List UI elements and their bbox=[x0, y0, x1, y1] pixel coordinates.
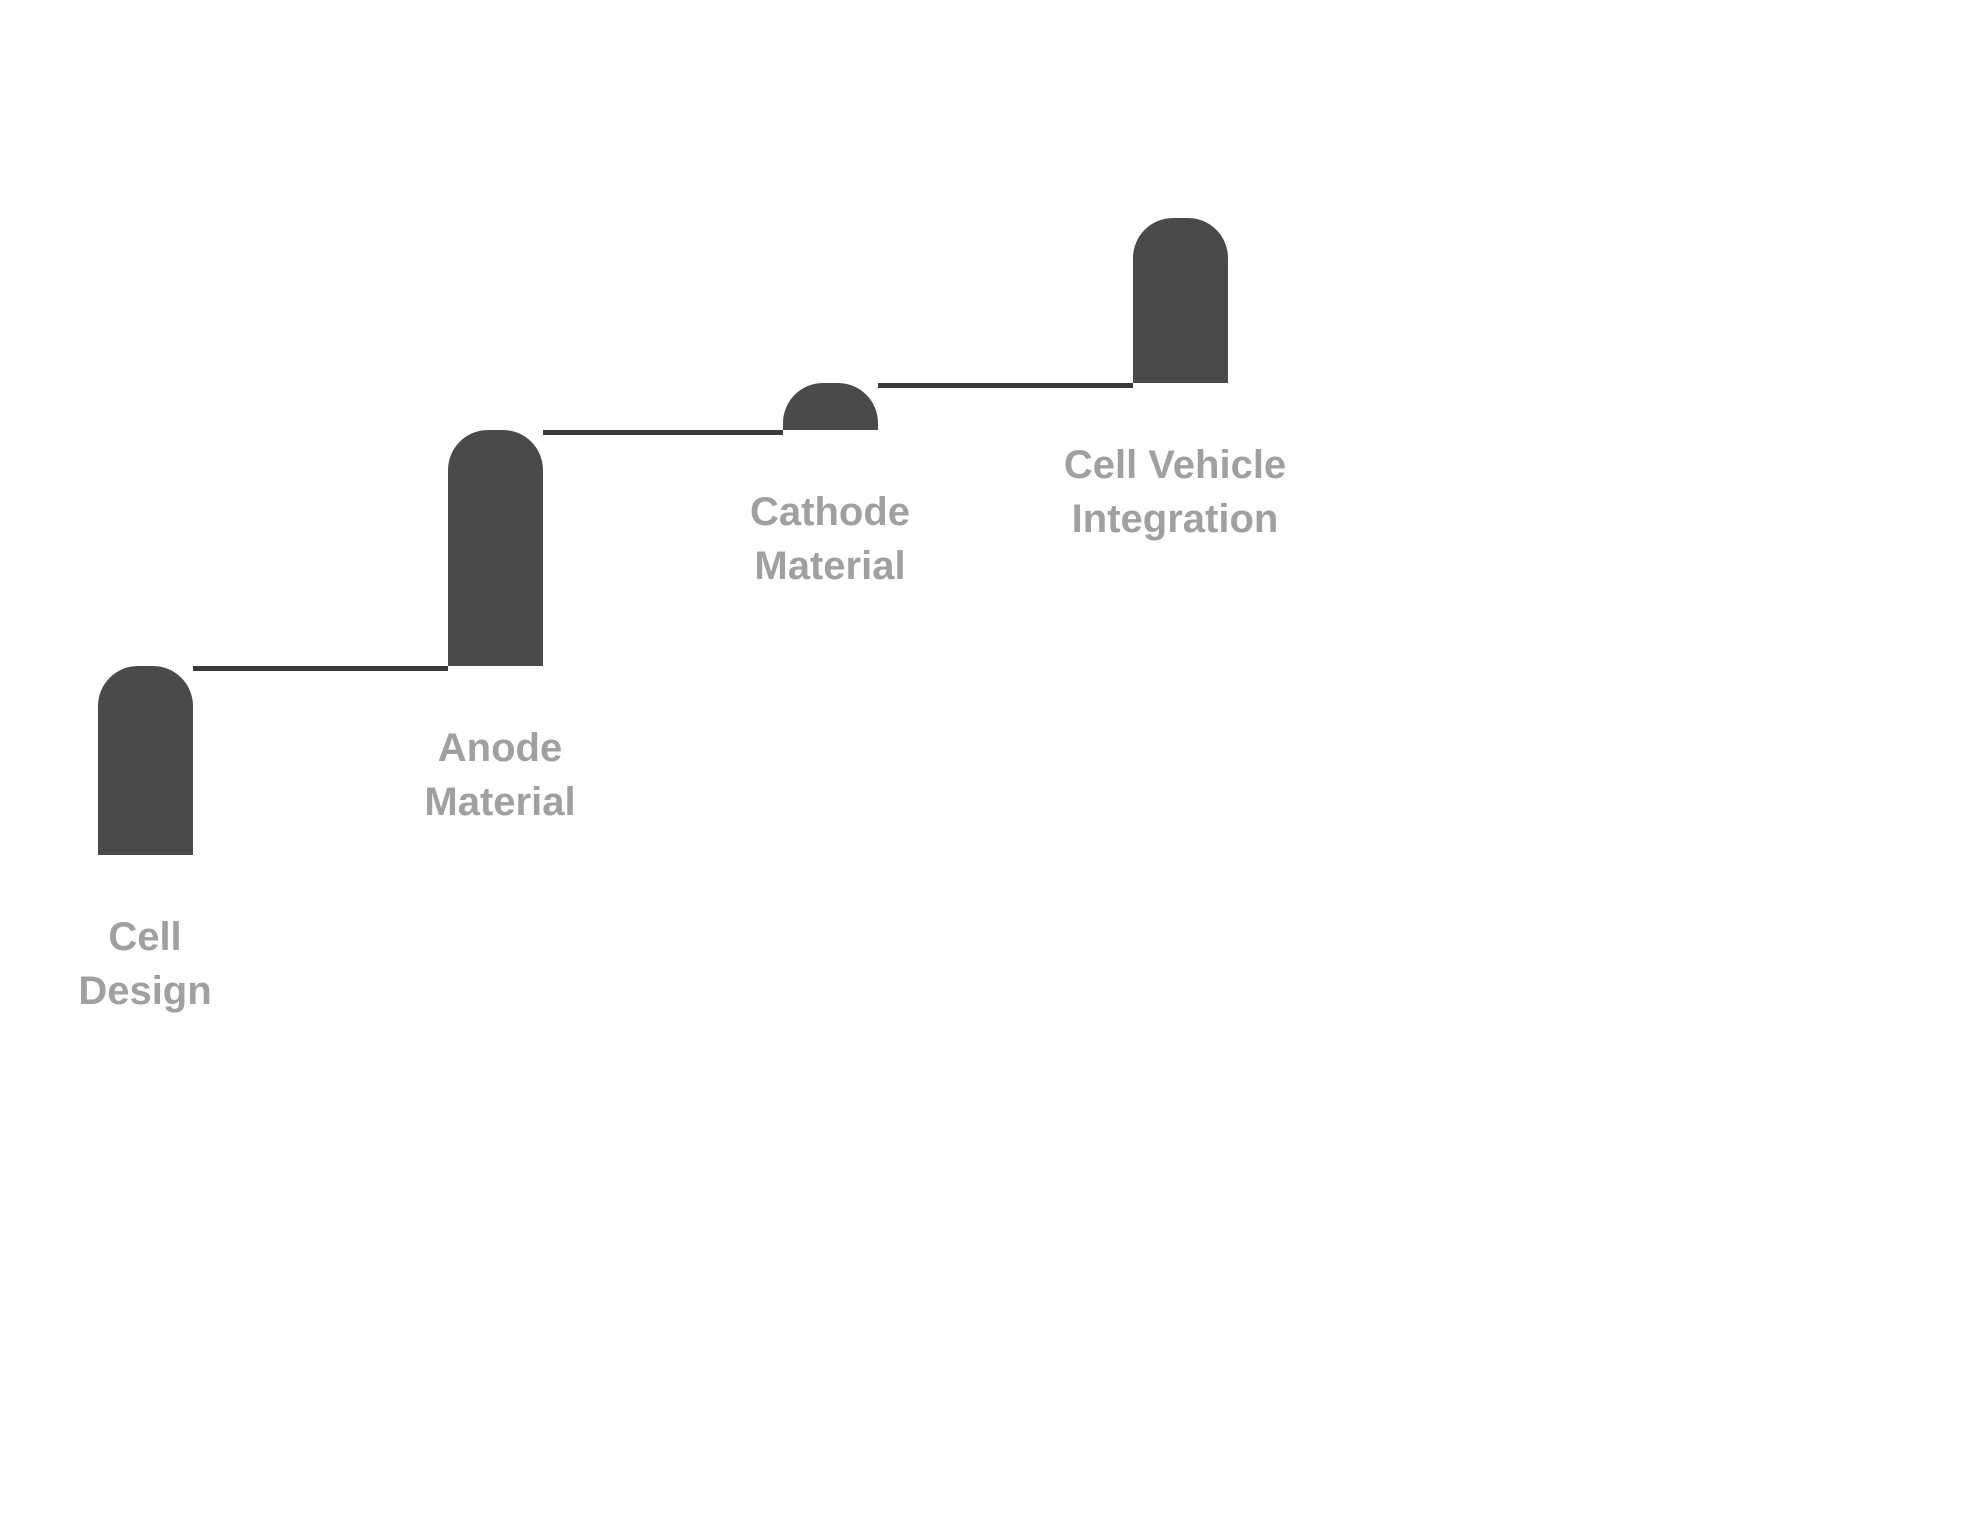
waterfall-connector bbox=[543, 430, 783, 435]
waterfall-connector bbox=[193, 666, 448, 671]
bar-category-label: Cathode Material bbox=[700, 485, 960, 593]
waterfall-bar bbox=[98, 666, 193, 855]
bar-value-label: 20% bbox=[450, 370, 540, 422]
waterfall-bar bbox=[783, 383, 878, 430]
bar-category-label: Anode Material bbox=[370, 721, 630, 829]
waterfall-bar bbox=[448, 430, 543, 666]
waterfall-connector bbox=[878, 383, 1133, 388]
waterfall-chart: 54% Range Increase 16% Cell Design 20% Anod… bbox=[0, 0, 1390, 1075]
bar-value-label: 16% bbox=[100, 606, 190, 658]
bar-category-label: Cell Vehicle Integration bbox=[1005, 438, 1345, 546]
waterfall-bar bbox=[1133, 218, 1228, 383]
bar-category-label: Cell Design bbox=[45, 910, 245, 1018]
bar-value-label: 4% bbox=[797, 323, 862, 375]
bar-value-label: 14% bbox=[1135, 158, 1225, 210]
chart-title: 54% Range Increase bbox=[95, 15, 530, 67]
